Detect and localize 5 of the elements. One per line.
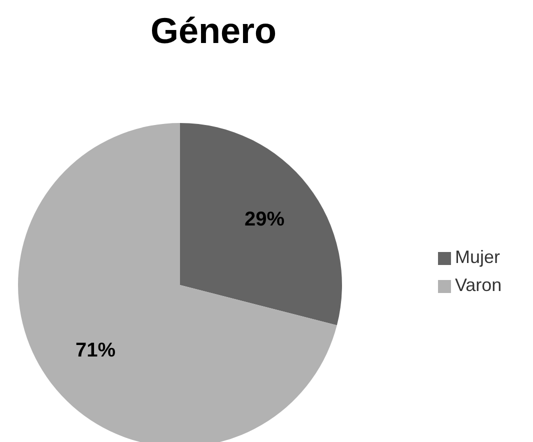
chart-title: Género xyxy=(149,10,278,52)
legend-label: Mujer xyxy=(455,247,500,267)
data-label: 71% xyxy=(76,340,116,362)
legend-label: Varon xyxy=(455,275,502,295)
data-label: 29% xyxy=(244,208,285,230)
